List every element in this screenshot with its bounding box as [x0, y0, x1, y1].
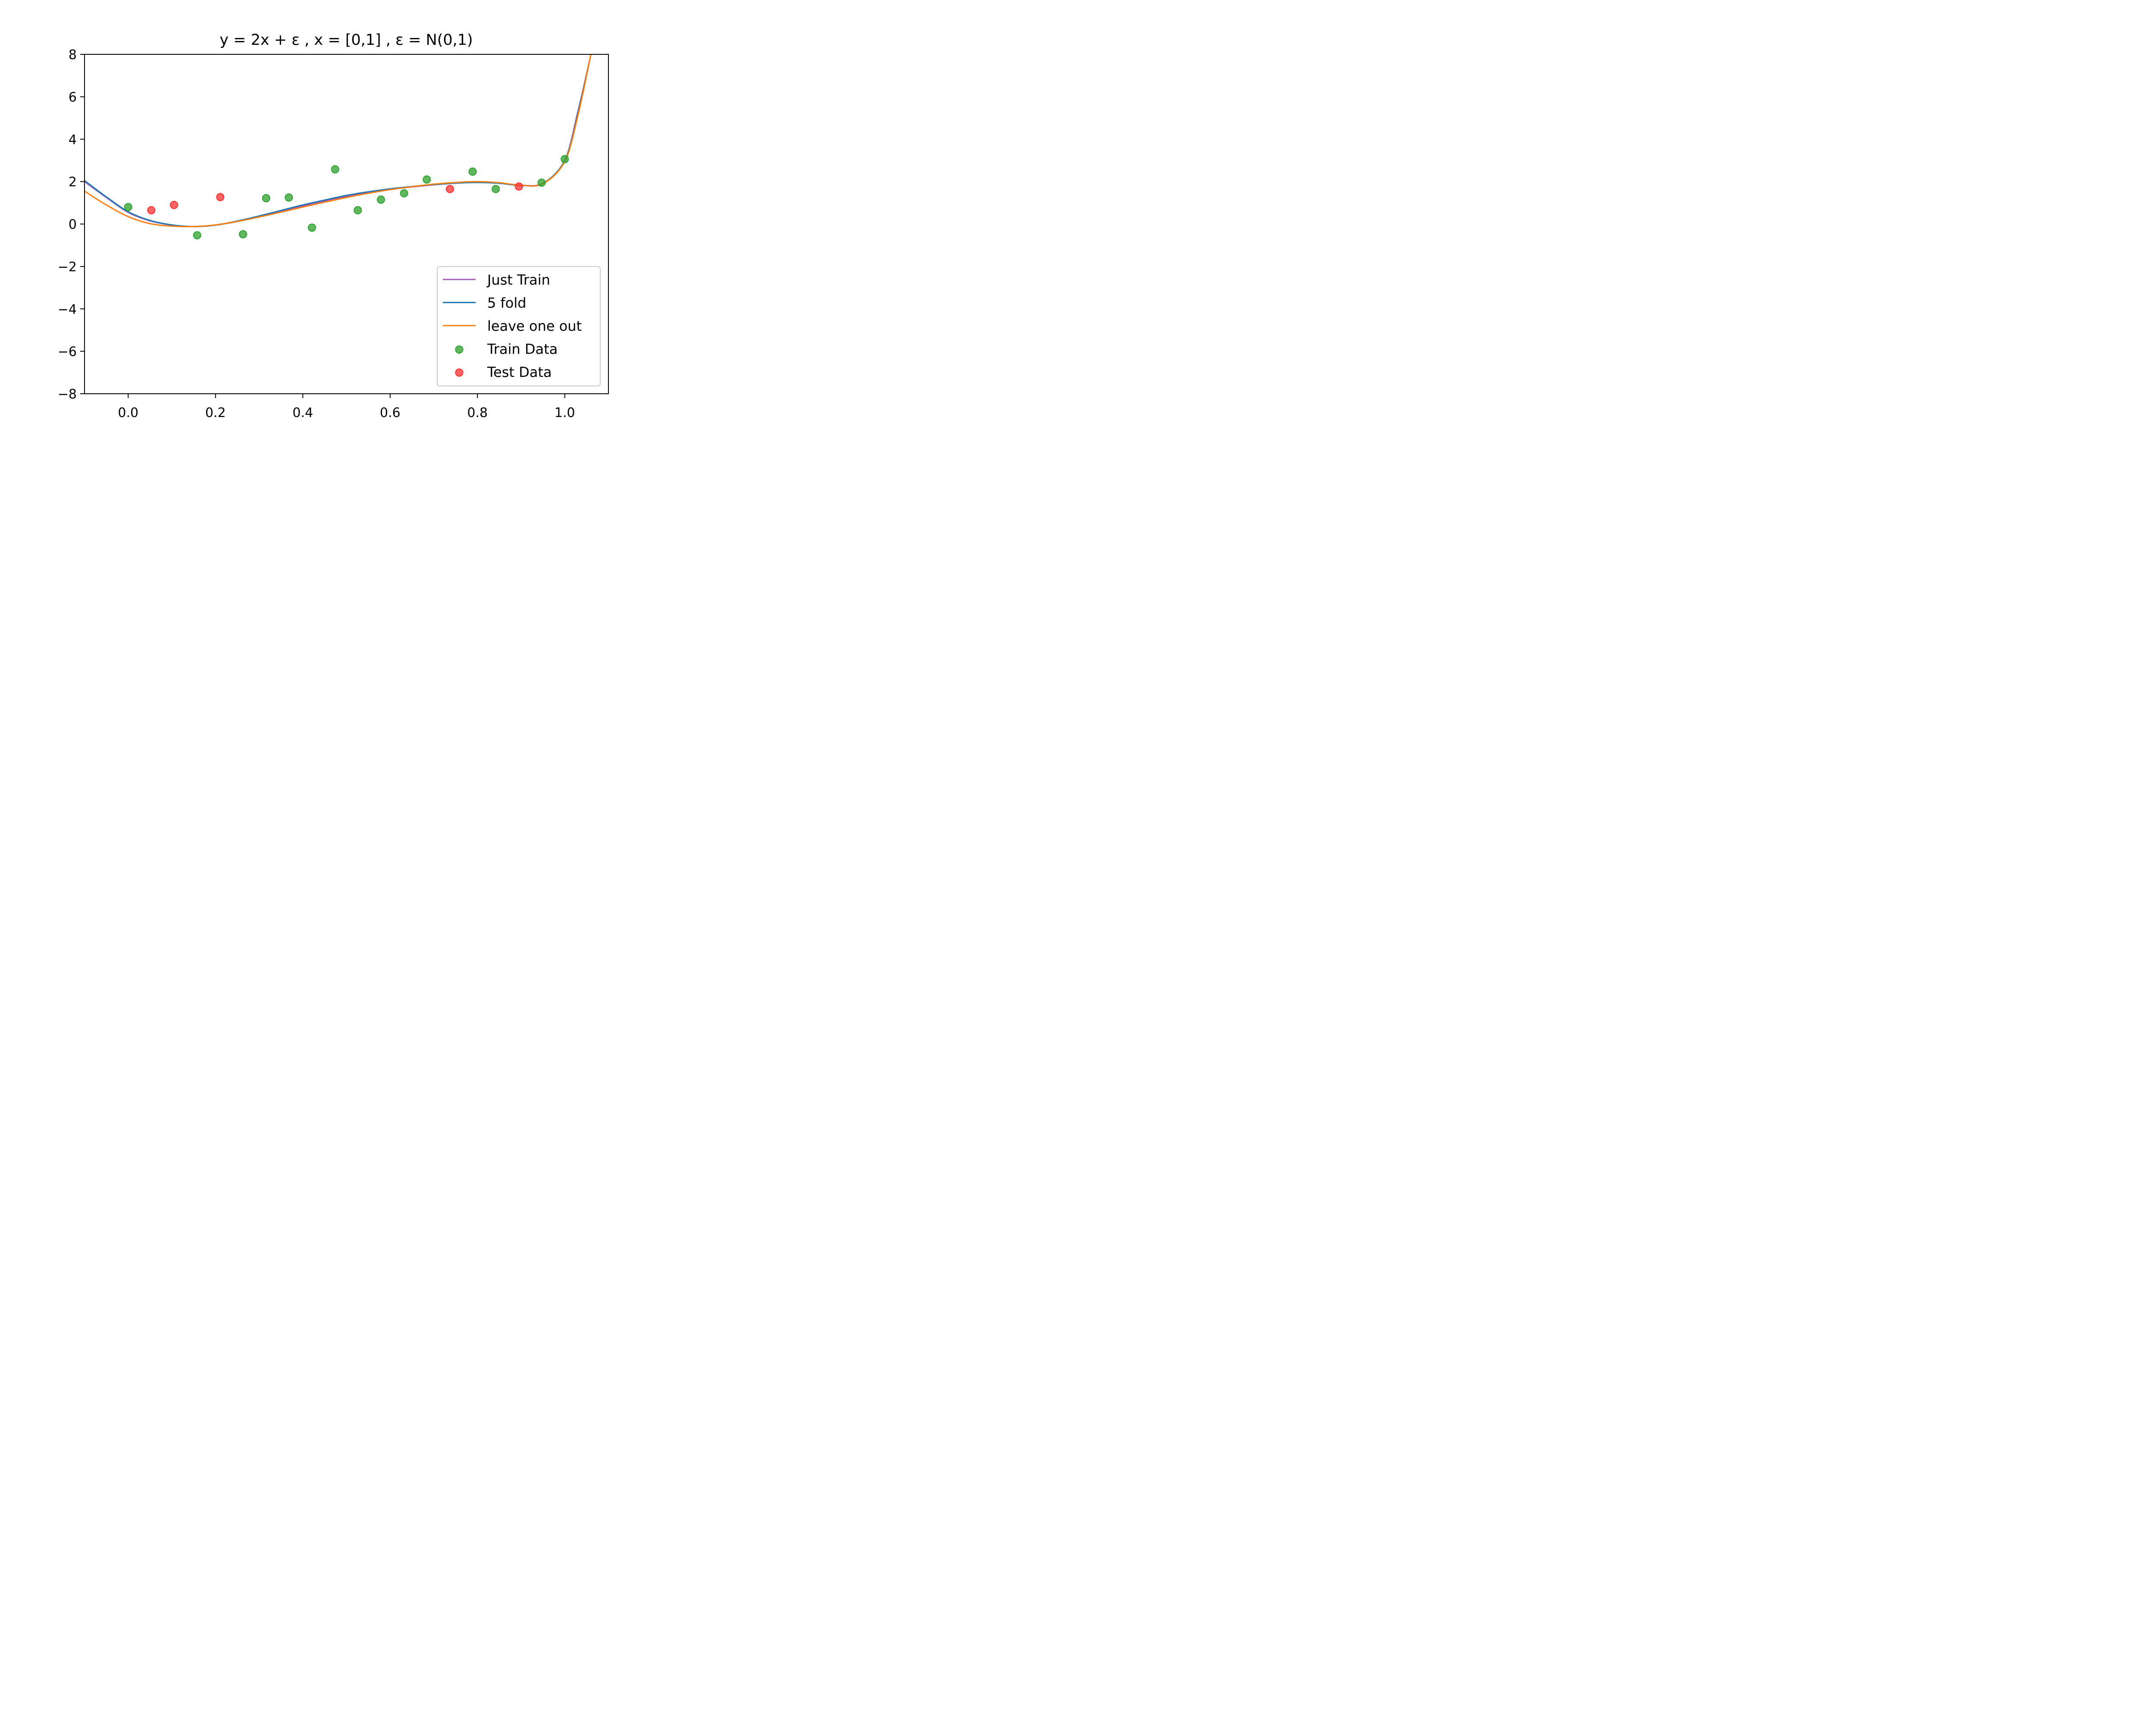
data-point-train-data	[537, 179, 546, 187]
legend-point-swatch	[455, 345, 464, 354]
data-point-train-data	[354, 206, 362, 215]
data-point-test-data	[216, 193, 225, 201]
data-point-test-data	[445, 185, 454, 193]
data-point-train-data	[124, 203, 132, 211]
y-tick-label: 4	[69, 132, 77, 147]
data-point-train-data	[262, 194, 270, 202]
legend-label: 5 fold	[487, 295, 526, 311]
data-point-train-data	[561, 155, 569, 163]
chart-canvas: y = 2x + ε , x = [0,1] , ε = N(0,1) 0.0 0…	[0, 0, 667, 449]
legend-label: leave one out	[487, 318, 582, 334]
y-tick-label: −4	[58, 302, 77, 317]
y-tick-label: 0	[69, 217, 77, 232]
data-point-train-data	[468, 167, 477, 176]
data-point-train-data	[492, 185, 500, 193]
legend-label: Train Data	[487, 341, 558, 358]
plot-area	[85, 54, 592, 240]
legend-items: Just Train 5 fold leave one out Train Data T…	[443, 272, 582, 380]
x-tick-label: 0.2	[205, 405, 226, 420]
y-tick-label: −6	[58, 345, 77, 360]
x-tick-label: 0.6	[380, 405, 401, 420]
data-point-train-data	[400, 189, 408, 198]
x-tick-label: 1.0	[555, 405, 575, 420]
y-tick-label: 6	[69, 90, 77, 105]
chart-title: y = 2x + ε , x = [0,1] , ε = N(0,1)	[219, 31, 473, 49]
data-point-train-data	[285, 193, 293, 202]
data-point-train-data	[239, 230, 248, 238]
y-tick-label: 2	[69, 175, 77, 190]
legend-label: Just Train	[486, 272, 550, 288]
x-tick-label: 0.8	[467, 405, 488, 420]
data-point-test-data	[514, 182, 523, 191]
chart: y = 2x + ε , x = [0,1] , ε = N(0,1) 0.0 0…	[0, 0, 667, 449]
x-axis: 0.0 0.2 0.4 0.6 0.8 1.0	[118, 394, 575, 420]
data-point-test-data	[170, 201, 179, 209]
data-point-train-data	[423, 175, 431, 184]
points-layer	[124, 155, 569, 240]
legend-point-swatch	[455, 368, 464, 377]
legend-label: Test Data	[487, 364, 552, 380]
data-point-train-data	[331, 165, 339, 174]
data-point-test-data	[147, 206, 156, 215]
x-tick-label: 0.4	[292, 405, 313, 420]
data-point-train-data	[376, 195, 385, 204]
y-tick-label: 8	[69, 47, 77, 63]
x-tick-label: 0.0	[118, 405, 138, 420]
data-point-train-data	[308, 223, 317, 232]
legend-box	[437, 266, 601, 386]
y-tick-label: −8	[58, 387, 77, 402]
data-point-train-data	[193, 231, 201, 240]
y-tick-label: −2	[58, 260, 77, 275]
legend: Just Train 5 fold leave one out Train Data T…	[437, 266, 601, 386]
y-axis: 8 6 4 2 0 −2 −4 −6 −8	[58, 47, 85, 402]
